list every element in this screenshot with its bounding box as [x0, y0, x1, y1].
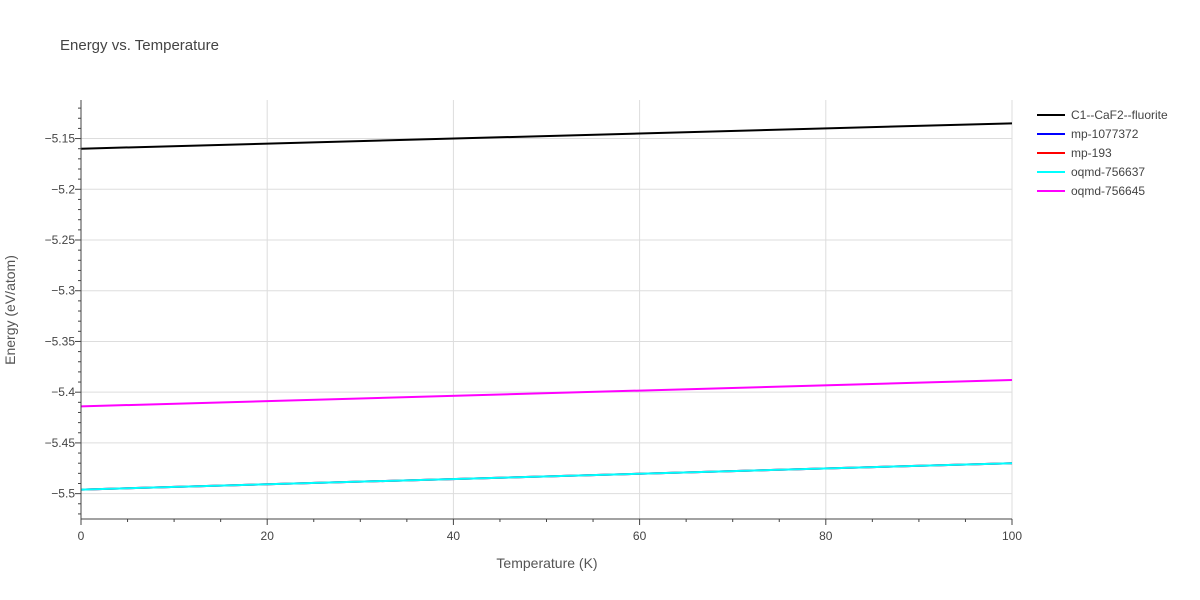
x-tick-label: 80 — [819, 529, 833, 543]
x-tick-label: 100 — [1002, 529, 1022, 543]
y-tick-label: −5.3 — [51, 284, 75, 298]
legend-label-c1-caf2-fluorite: C1--CaF2--fluorite — [1071, 108, 1168, 122]
axes: 0 20 40 60 80 100 −5.15 −5.2 −5.25 −5.3 −5.35 −5.4 −… — [45, 100, 1022, 543]
y-tick-label: −5.45 — [45, 436, 76, 450]
y-tick-label: −5.25 — [45, 233, 76, 247]
chart-title: Energy vs. Temperature — [60, 37, 219, 54]
legend-label-oqmd-756645: oqmd-756645 — [1071, 184, 1145, 198]
legend-label-mp-193: mp-193 — [1071, 146, 1112, 160]
x-tick-label: 60 — [633, 529, 647, 543]
series-lines — [80, 122, 1013, 491]
x-tick-label: 40 — [447, 529, 461, 543]
y-tick-label: −5.35 — [45, 334, 76, 348]
y-tick-label: −5.15 — [45, 132, 76, 146]
gridlines — [81, 100, 1013, 519]
legend-label-mp-1077372: mp-1077372 — [1071, 127, 1139, 141]
x-axis-label: Temperature (K) — [496, 555, 597, 571]
x-tick-label: 0 — [78, 529, 85, 543]
series-line-oqmd-756645 — [80, 379, 1013, 408]
x-tick-label: 20 — [261, 529, 275, 543]
y-axis-label: Energy (eV/atom) — [2, 255, 18, 365]
y-tick-label: −5.4 — [51, 385, 75, 399]
y-tick-label: −5.5 — [51, 487, 75, 501]
legend-label-oqmd-756637: oqmd-756637 — [1071, 165, 1145, 179]
legend: C1--CaF2--fluorite mp-1077372 mp-193 oqmd-7… — [1037, 108, 1168, 198]
series-line-c1-caf2-fluorite — [80, 122, 1013, 150]
series-line-oqmd-756637 — [80, 462, 1013, 491]
y-tick-label: −5.2 — [51, 182, 75, 196]
